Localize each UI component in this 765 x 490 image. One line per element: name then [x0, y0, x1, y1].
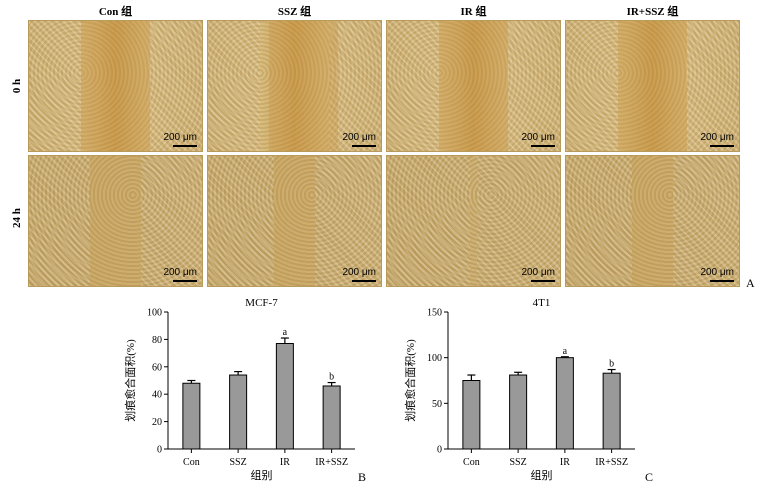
scale-label: 200 μm [163, 267, 197, 278]
column-label-ir: IR 组 [460, 6, 487, 18]
y-tick-label: 60 [152, 362, 162, 373]
scale-bar [352, 145, 376, 147]
micrograph-ssz-0h: 200 μm [207, 20, 382, 152]
x-tick-label: SSZ [510, 457, 527, 468]
micrograph-con-24h: 200 μm [28, 155, 203, 287]
scale-label: 200 μm [342, 267, 376, 278]
y-tick-label: 100 [427, 353, 442, 364]
scale-bar [531, 145, 555, 147]
micrograph-ir-0h: 200 μm [386, 20, 561, 152]
bar-chart-mcf7: MCF-7 0 20 40 60 80 100 划痕愈合面积(%) Con SSZ a IR b IR+S… [123, 297, 355, 482]
bar [509, 374, 528, 450]
bar [275, 343, 294, 450]
bar [322, 385, 341, 450]
column-label-con: Con 组 [98, 6, 133, 18]
row-label-24h: 24 h [11, 208, 23, 228]
x-tick-label: IR [280, 457, 290, 468]
y-tick-label: 100 [147, 308, 162, 319]
micrograph-ir-ssz-0h: 200 μm [565, 20, 740, 152]
scale-label: 200 μm [700, 132, 734, 143]
micrograph-ir-24h: 200 μm [386, 155, 561, 287]
scale-label: 200 μm [163, 132, 197, 143]
column-label-ssz: SSZ 组 [277, 6, 312, 18]
x-tick-label: IR+SSZ [315, 457, 348, 468]
micrograph-ssz-24h: 200 μm [207, 155, 382, 287]
row-label-0h: 0 h [11, 78, 23, 94]
significance-label: b [609, 359, 614, 370]
scale-bar [173, 145, 197, 147]
x-tick-label: SSZ [230, 457, 247, 468]
y-tick-label: 50 [432, 399, 442, 410]
scale-label: 200 μm [700, 267, 734, 278]
panel-letter-b: B [358, 470, 367, 484]
y-tick-label: 0 [437, 445, 442, 456]
significance-label: a [283, 327, 288, 338]
x-tick-label: IR+SSZ [595, 457, 628, 468]
micrograph-con-0h: 200 μm [28, 20, 203, 152]
x-axis-label: 组别 [251, 468, 273, 482]
bar [555, 357, 574, 450]
scale-bar [352, 280, 376, 282]
significance-label: a [563, 346, 568, 357]
y-tick-label: 40 [152, 390, 162, 401]
chart-title: 4T1 [533, 297, 551, 309]
y-tick-label: 20 [152, 417, 162, 428]
scale-bar [531, 280, 555, 282]
x-tick-label: Con [183, 457, 200, 468]
x-tick-label: Con [463, 457, 480, 468]
scale-bar [173, 280, 197, 282]
bar [602, 372, 621, 450]
y-axis-label: 划痕愈合面积(%) [123, 339, 137, 422]
scale-label: 200 μm [342, 132, 376, 143]
panel-letter-a: A [746, 276, 755, 290]
scale-bar [710, 145, 734, 147]
panel-letter-c: C [645, 470, 654, 484]
y-tick-label: 150 [427, 308, 442, 319]
column-label-ir-ssz: IR+SSZ 组 [626, 6, 679, 18]
x-tick-label: IR [560, 457, 570, 468]
x-axis-label: 组别 [531, 468, 553, 482]
scale-bar [710, 280, 734, 282]
significance-label: b [329, 372, 334, 383]
micrograph-ir-ssz-24h: 200 μm [565, 155, 740, 287]
scale-label: 200 μm [521, 267, 555, 278]
chart-title: MCF-7 [245, 297, 278, 309]
bar [229, 374, 248, 450]
bar [182, 382, 201, 450]
bar-chart-4t1: 4T1 0 50 100 150 划痕愈合面积(%) Con SSZ a IR b IR+SSZ 组别 [403, 297, 635, 482]
bar [462, 380, 481, 450]
y-tick-label: 0 [157, 445, 162, 456]
y-tick-label: 80 [152, 335, 162, 346]
y-axis-label: 划痕愈合面积(%) [403, 339, 417, 422]
scale-label: 200 μm [521, 132, 555, 143]
